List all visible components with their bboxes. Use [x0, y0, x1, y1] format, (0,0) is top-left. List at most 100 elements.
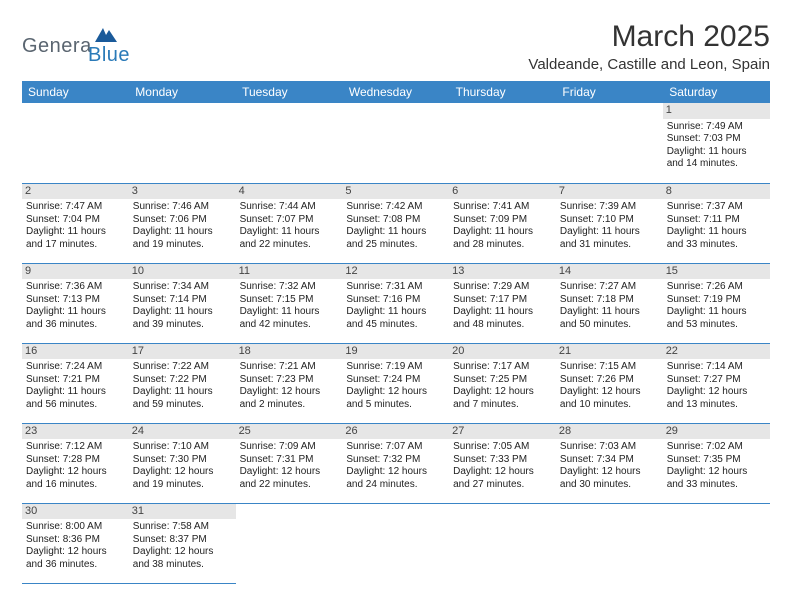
day-number: 6 — [449, 184, 556, 200]
daylight-line: Daylight: 11 hours — [346, 306, 445, 319]
col-tuesday: Tuesday — [236, 81, 343, 103]
day-number: 11 — [236, 264, 343, 280]
day-number: 20 — [449, 344, 556, 360]
header: Genera Blue March 2025 Valdeande, Castil… — [22, 20, 770, 73]
daylight-line: Daylight: 11 hours — [133, 226, 232, 239]
day-cell — [556, 103, 663, 183]
daylight-line: and 59 minutes. — [133, 399, 232, 412]
sunrise-line: Sunrise: 7:49 AM — [667, 121, 766, 134]
sunrise-line: Sunrise: 7:24 AM — [26, 361, 125, 374]
sunset-line: Sunset: 7:04 PM — [26, 214, 125, 227]
sunrise-line: Sunrise: 7:31 AM — [346, 281, 445, 294]
sunset-line: Sunset: 7:21 PM — [26, 374, 125, 387]
sunrise-line: Sunrise: 7:10 AM — [133, 441, 232, 454]
daylight-line: Daylight: 12 hours — [26, 546, 125, 559]
day-cell: 15Sunrise: 7:26 AMSunset: 7:19 PMDayligh… — [663, 263, 770, 343]
sunrise-line: Sunrise: 7:19 AM — [346, 361, 445, 374]
logo-icon — [95, 26, 117, 42]
sunrise-line: Sunrise: 7:26 AM — [667, 281, 766, 294]
daylight-line: Daylight: 11 hours — [26, 226, 125, 239]
daylight-line: Daylight: 12 hours — [667, 466, 766, 479]
day-cell: 8Sunrise: 7:37 AMSunset: 7:11 PMDaylight… — [663, 183, 770, 263]
daylight-line: and 56 minutes. — [26, 399, 125, 412]
sunset-line: Sunset: 7:31 PM — [240, 454, 339, 467]
sunset-line: Sunset: 7:03 PM — [667, 133, 766, 146]
sunrise-line: Sunrise: 7:47 AM — [26, 201, 125, 214]
day-number: 14 — [556, 264, 663, 280]
sunrise-line: Sunrise: 7:09 AM — [240, 441, 339, 454]
daylight-line: Daylight: 11 hours — [453, 226, 552, 239]
title-block: March 2025 Valdeande, Castille and Leon,… — [528, 20, 770, 73]
day-cell — [663, 503, 770, 583]
sunset-line: Sunset: 7:35 PM — [667, 454, 766, 467]
day-cell — [236, 503, 343, 583]
day-number: 8 — [663, 184, 770, 200]
daylight-line: Daylight: 12 hours — [560, 386, 659, 399]
table-row: 2Sunrise: 7:47 AMSunset: 7:04 PMDaylight… — [22, 183, 770, 263]
sunrise-line: Sunrise: 7:05 AM — [453, 441, 552, 454]
daylight-line: Daylight: 12 hours — [240, 466, 339, 479]
day-number: 17 — [129, 344, 236, 360]
daylight-line: and 31 minutes. — [560, 239, 659, 252]
daylight-line: Daylight: 11 hours — [133, 306, 232, 319]
logo: Genera Blue — [22, 26, 142, 66]
day-number: 15 — [663, 264, 770, 280]
day-cell: 2Sunrise: 7:47 AMSunset: 7:04 PMDaylight… — [22, 183, 129, 263]
sunset-line: Sunset: 7:14 PM — [133, 294, 232, 307]
daylight-line: and 16 minutes. — [26, 479, 125, 492]
day-number: 26 — [342, 424, 449, 440]
daylight-line: and 25 minutes. — [346, 239, 445, 252]
day-cell: 30Sunrise: 8:00 AMSunset: 8:36 PMDayligh… — [22, 503, 129, 583]
table-row: 1Sunrise: 7:49 AMSunset: 7:03 PMDaylight… — [22, 103, 770, 183]
sunset-line: Sunset: 7:23 PM — [240, 374, 339, 387]
sunset-line: Sunset: 7:16 PM — [346, 294, 445, 307]
logo-text-2: Blue — [88, 44, 130, 67]
col-thursday: Thursday — [449, 81, 556, 103]
sunset-line: Sunset: 7:09 PM — [453, 214, 552, 227]
day-cell: 7Sunrise: 7:39 AMSunset: 7:10 PMDaylight… — [556, 183, 663, 263]
day-cell: 1Sunrise: 7:49 AMSunset: 7:03 PMDaylight… — [663, 103, 770, 183]
day-cell: 26Sunrise: 7:07 AMSunset: 7:32 PMDayligh… — [342, 423, 449, 503]
day-cell: 10Sunrise: 7:34 AMSunset: 7:14 PMDayligh… — [129, 263, 236, 343]
day-cell — [449, 103, 556, 183]
day-number: 13 — [449, 264, 556, 280]
day-cell: 24Sunrise: 7:10 AMSunset: 7:30 PMDayligh… — [129, 423, 236, 503]
sunrise-line: Sunrise: 7:14 AM — [667, 361, 766, 374]
day-cell: 13Sunrise: 7:29 AMSunset: 7:17 PMDayligh… — [449, 263, 556, 343]
sunset-line: Sunset: 8:36 PM — [26, 534, 125, 547]
day-cell — [236, 103, 343, 183]
sunrise-line: Sunrise: 8:00 AM — [26, 521, 125, 534]
day-number: 25 — [236, 424, 343, 440]
day-cell — [22, 103, 129, 183]
sunset-line: Sunset: 7:15 PM — [240, 294, 339, 307]
daylight-line: and 42 minutes. — [240, 319, 339, 332]
daylight-line: and 38 minutes. — [133, 559, 232, 572]
day-cell: 16Sunrise: 7:24 AMSunset: 7:21 PMDayligh… — [22, 343, 129, 423]
daylight-line: and 48 minutes. — [453, 319, 552, 332]
sunrise-line: Sunrise: 7:58 AM — [133, 521, 232, 534]
daylight-line: and 36 minutes. — [26, 319, 125, 332]
sunrise-line: Sunrise: 7:39 AM — [560, 201, 659, 214]
day-cell: 19Sunrise: 7:19 AMSunset: 7:24 PMDayligh… — [342, 343, 449, 423]
day-cell: 6Sunrise: 7:41 AMSunset: 7:09 PMDaylight… — [449, 183, 556, 263]
daylight-line: Daylight: 11 hours — [26, 306, 125, 319]
daylight-line: and 39 minutes. — [133, 319, 232, 332]
daylight-line: and 22 minutes. — [240, 239, 339, 252]
day-cell — [129, 103, 236, 183]
day-number: 24 — [129, 424, 236, 440]
day-cell: 12Sunrise: 7:31 AMSunset: 7:16 PMDayligh… — [342, 263, 449, 343]
daylight-line: and 19 minutes. — [133, 239, 232, 252]
day-cell: 17Sunrise: 7:22 AMSunset: 7:22 PMDayligh… — [129, 343, 236, 423]
sunset-line: Sunset: 7:28 PM — [26, 454, 125, 467]
day-number: 31 — [129, 504, 236, 520]
day-number: 7 — [556, 184, 663, 200]
daylight-line: and 36 minutes. — [26, 559, 125, 572]
daylight-line: and 53 minutes. — [667, 319, 766, 332]
daylight-line: Daylight: 12 hours — [133, 546, 232, 559]
day-number: 3 — [129, 184, 236, 200]
daylight-line: Daylight: 12 hours — [26, 466, 125, 479]
sunrise-line: Sunrise: 7:42 AM — [346, 201, 445, 214]
day-number: 19 — [342, 344, 449, 360]
day-number: 30 — [22, 504, 129, 520]
daylight-line: Daylight: 12 hours — [453, 386, 552, 399]
